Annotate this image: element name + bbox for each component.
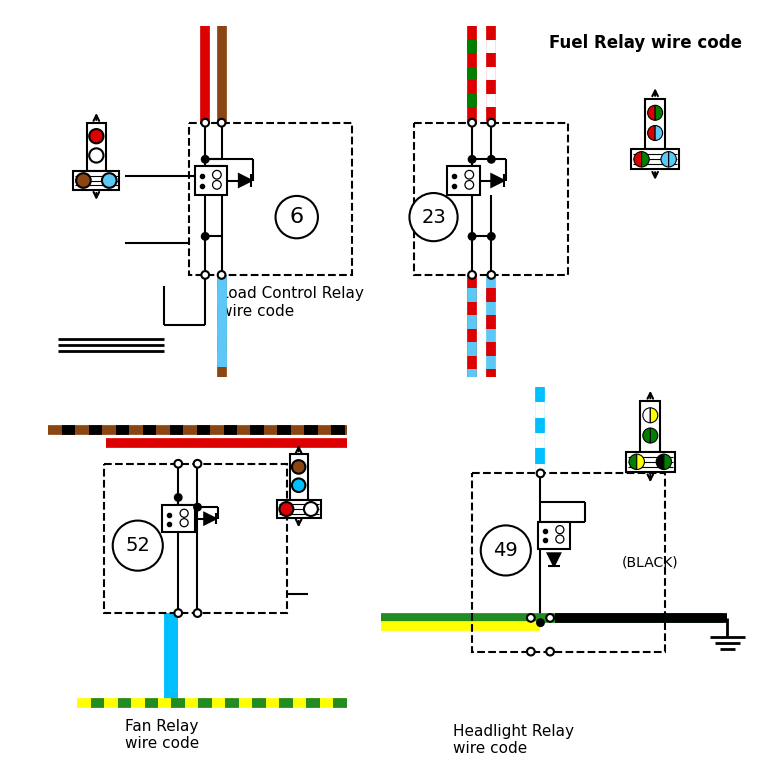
Circle shape — [527, 647, 535, 655]
Circle shape — [527, 614, 535, 622]
Wedge shape — [664, 454, 672, 469]
Wedge shape — [655, 125, 662, 141]
Bar — [276, 500, 321, 518]
Circle shape — [537, 619, 544, 626]
Bar — [645, 98, 665, 149]
Text: Headlight Relay
wire code: Headlight Relay wire code — [453, 724, 574, 756]
Bar — [447, 166, 480, 195]
Wedge shape — [655, 105, 662, 121]
Circle shape — [304, 502, 318, 516]
Polygon shape — [491, 174, 504, 187]
Circle shape — [174, 609, 182, 617]
Circle shape — [201, 271, 209, 279]
Bar — [194, 166, 227, 195]
Circle shape — [201, 233, 209, 240]
Circle shape — [218, 119, 226, 127]
Circle shape — [292, 478, 305, 492]
Circle shape — [469, 156, 476, 163]
Circle shape — [280, 502, 294, 516]
Wedge shape — [643, 428, 651, 443]
Text: Fan Relay
wire code: Fan Relay wire code — [125, 719, 199, 751]
Circle shape — [201, 119, 209, 127]
Circle shape — [488, 156, 494, 163]
Text: Load Control Relay
wire code: Load Control Relay wire code — [219, 286, 363, 319]
Bar — [73, 170, 119, 190]
Circle shape — [218, 271, 226, 279]
Bar — [290, 454, 308, 500]
Bar — [537, 521, 570, 548]
Circle shape — [488, 233, 494, 240]
Wedge shape — [656, 454, 664, 469]
Wedge shape — [634, 151, 641, 167]
Circle shape — [537, 469, 544, 477]
Text: Fuel Relay wire code: Fuel Relay wire code — [549, 34, 742, 52]
Circle shape — [546, 647, 554, 655]
Wedge shape — [651, 408, 658, 422]
Bar — [87, 123, 106, 170]
Text: (BLACK): (BLACK) — [622, 555, 679, 569]
Circle shape — [175, 494, 182, 501]
Bar — [162, 505, 194, 532]
Wedge shape — [669, 151, 676, 167]
Text: 23: 23 — [421, 207, 446, 227]
Circle shape — [174, 460, 182, 468]
Polygon shape — [547, 553, 560, 566]
Wedge shape — [641, 151, 649, 167]
Circle shape — [194, 460, 201, 468]
Text: 49: 49 — [494, 541, 518, 560]
Bar — [631, 149, 679, 170]
Wedge shape — [629, 454, 637, 469]
Wedge shape — [651, 428, 658, 443]
Bar — [104, 464, 287, 613]
Circle shape — [469, 271, 476, 279]
Circle shape — [89, 148, 103, 163]
Circle shape — [546, 614, 554, 622]
Circle shape — [469, 233, 476, 240]
Wedge shape — [647, 125, 655, 141]
Text: 6: 6 — [290, 207, 304, 227]
Wedge shape — [643, 408, 651, 422]
Circle shape — [201, 156, 209, 163]
Circle shape — [292, 460, 305, 474]
Circle shape — [102, 173, 116, 188]
Text: 52: 52 — [125, 536, 150, 555]
Bar — [472, 473, 665, 651]
Circle shape — [487, 119, 495, 127]
Polygon shape — [205, 513, 216, 525]
Circle shape — [469, 119, 476, 127]
Circle shape — [89, 129, 103, 144]
Bar — [414, 123, 569, 275]
Bar — [189, 123, 351, 275]
Bar — [640, 401, 661, 452]
Circle shape — [487, 271, 495, 279]
Polygon shape — [239, 174, 251, 187]
Wedge shape — [637, 454, 644, 469]
Wedge shape — [661, 151, 669, 167]
Circle shape — [194, 609, 201, 617]
Circle shape — [409, 193, 458, 241]
Circle shape — [481, 525, 531, 575]
Circle shape — [76, 173, 91, 188]
Circle shape — [194, 504, 201, 511]
Circle shape — [112, 521, 162, 571]
Wedge shape — [647, 105, 655, 121]
Bar — [626, 452, 675, 472]
Circle shape — [276, 196, 318, 238]
